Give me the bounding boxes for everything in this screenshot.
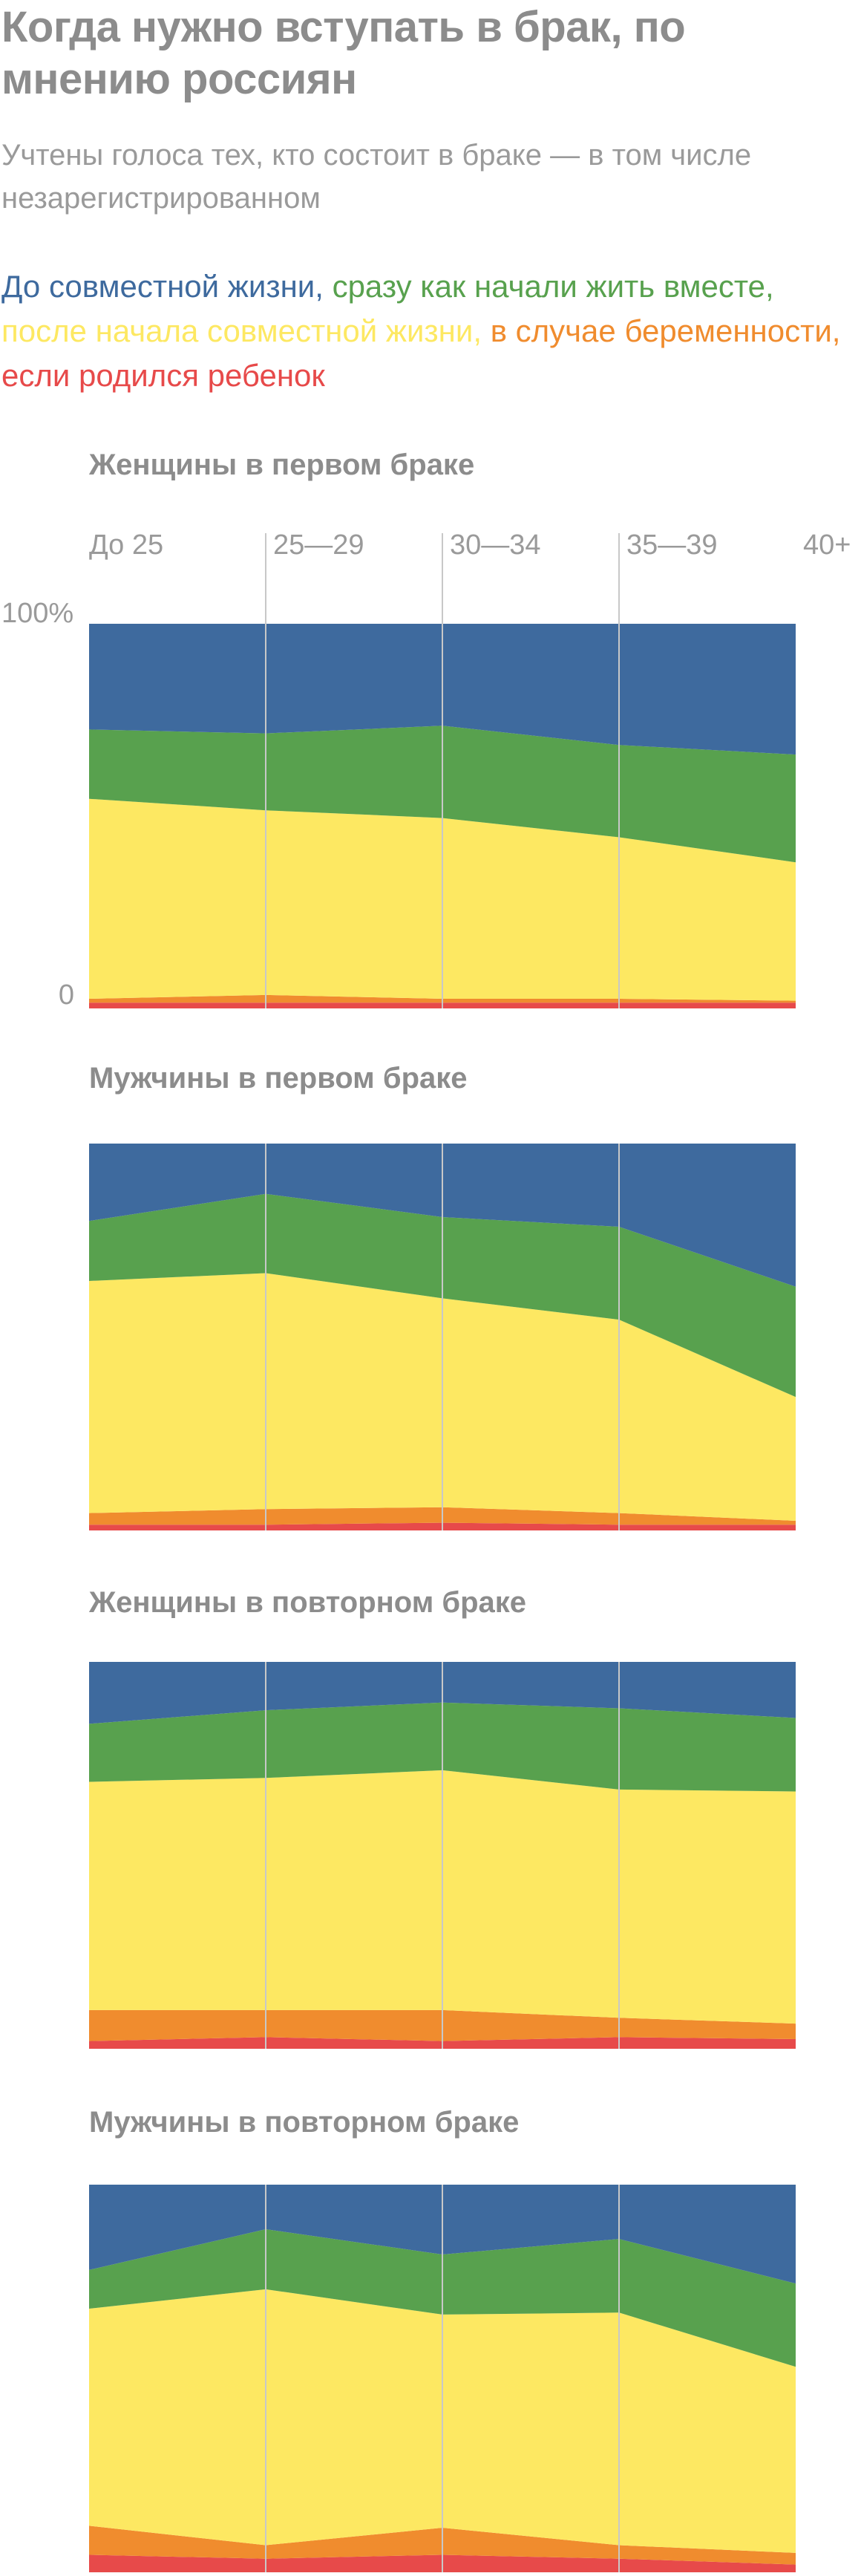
legend-item-before: До совместной жизни, bbox=[1, 269, 324, 304]
x-tick-label: 40+ bbox=[803, 529, 851, 561]
chart-men-repeat-marriage: Мужчины в повторном браке bbox=[0, 2106, 861, 2572]
chart-title: Женщины в первом браке bbox=[89, 449, 475, 481]
legend-item-after: после начала совместной жизни, bbox=[1, 313, 482, 348]
chart-women-repeat-marriage: Женщины в повторном браке bbox=[0, 1586, 861, 2061]
chart-title: Женщины в повторном браке bbox=[89, 1586, 527, 1619]
y-tick-label: 0 bbox=[59, 979, 74, 1011]
chart-title: Мужчины в повторном браке bbox=[89, 2106, 520, 2139]
chart-title: Мужчины в первом браке bbox=[89, 1062, 468, 1095]
x-tick-label: 25—29 bbox=[273, 529, 364, 561]
area-chart-svg bbox=[89, 1144, 796, 1530]
legend-item-immediately: сразу как начали жить вместе, bbox=[332, 269, 774, 304]
y-tick-label: 100% bbox=[1, 598, 73, 629]
chart-men-first-marriage: Мужчины в первом браке bbox=[0, 1062, 861, 1537]
area-chart-svg: До 25 25—29 30—34 35—39 40+ 100% 0 bbox=[1, 529, 851, 1011]
legend-item-pregnancy: в случае беременности, bbox=[490, 313, 841, 348]
area-chart-svg bbox=[89, 2185, 796, 2572]
legend: До совместной жизни, сразу как начали жи… bbox=[1, 264, 855, 398]
x-tick-label: 30—34 bbox=[450, 529, 541, 561]
legend-item-child: если родился ребенок bbox=[1, 358, 325, 393]
chart-women-first-marriage: Женщины в первом браке До 25 25—29 30—34 35… bbox=[0, 449, 861, 1013]
page-subtitle: Учтены голоса тех, кто состоит в браке —… bbox=[1, 139, 752, 215]
area-chart-svg bbox=[89, 1662, 796, 2049]
x-tick-label: До 25 bbox=[89, 529, 163, 561]
x-tick-label: 35—39 bbox=[626, 529, 718, 561]
page-title: Когда нужно вступать в брак, по мнению р… bbox=[1, 3, 686, 103]
